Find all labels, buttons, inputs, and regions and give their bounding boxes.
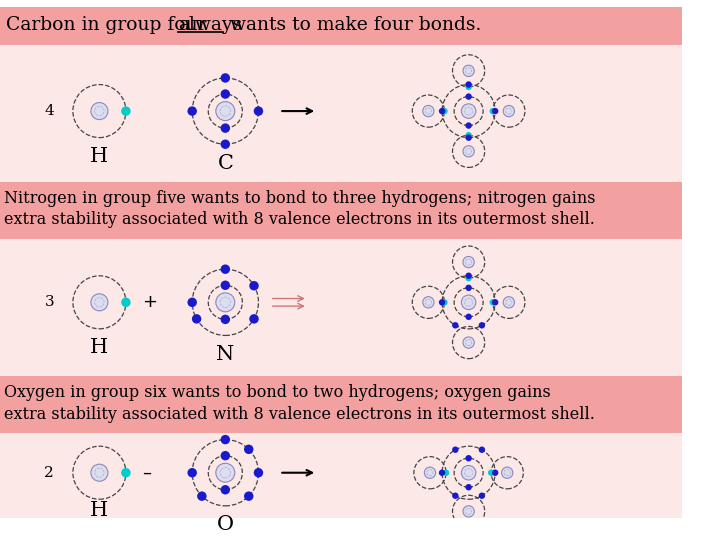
Circle shape [439, 469, 445, 476]
Circle shape [441, 108, 448, 114]
Circle shape [463, 337, 474, 348]
Text: extra stability associated with 8 valence electrons in its outermost shell.: extra stability associated with 8 valenc… [4, 212, 595, 228]
Circle shape [220, 139, 230, 149]
Circle shape [463, 256, 474, 268]
Text: Carbon in group four: Carbon in group four [6, 16, 212, 34]
Text: always: always [178, 16, 242, 34]
Circle shape [187, 106, 197, 116]
Circle shape [490, 108, 496, 114]
Circle shape [492, 299, 498, 306]
Circle shape [465, 123, 472, 129]
Circle shape [216, 293, 235, 312]
Circle shape [465, 93, 472, 100]
Circle shape [192, 314, 202, 323]
Circle shape [465, 484, 472, 490]
Circle shape [216, 463, 235, 482]
Text: C: C [217, 154, 233, 173]
Circle shape [220, 485, 230, 495]
Circle shape [249, 314, 258, 323]
Circle shape [479, 447, 485, 453]
Circle shape [463, 506, 474, 517]
Circle shape [463, 65, 474, 77]
Text: H: H [90, 338, 109, 357]
Circle shape [220, 265, 230, 274]
Circle shape [492, 108, 498, 114]
Circle shape [465, 84, 472, 90]
Text: H: H [90, 501, 109, 520]
Circle shape [465, 285, 472, 291]
Circle shape [121, 298, 130, 307]
Bar [0, 239, 682, 376]
Circle shape [465, 275, 472, 281]
Circle shape [253, 106, 264, 116]
Bar [0, 376, 682, 433]
Circle shape [249, 281, 258, 291]
Circle shape [220, 124, 230, 133]
Circle shape [91, 464, 108, 481]
Circle shape [462, 465, 476, 480]
Circle shape [503, 296, 515, 308]
Circle shape [91, 294, 108, 311]
Circle shape [462, 295, 476, 309]
Circle shape [121, 106, 130, 116]
Bar [0, 433, 682, 518]
Circle shape [465, 134, 472, 141]
Text: wants to make four bonds.: wants to make four bonds. [225, 16, 482, 34]
Circle shape [424, 467, 436, 478]
Text: +: + [142, 293, 157, 312]
Circle shape [465, 132, 472, 138]
Bar [0, 182, 682, 239]
Circle shape [197, 491, 207, 501]
Circle shape [479, 322, 485, 328]
Circle shape [488, 469, 495, 476]
Circle shape [465, 455, 472, 462]
Circle shape [465, 273, 472, 279]
Circle shape [503, 105, 515, 117]
Circle shape [439, 108, 445, 114]
Circle shape [244, 491, 253, 501]
Text: O: O [217, 515, 234, 534]
Circle shape [463, 146, 474, 157]
Circle shape [220, 89, 230, 99]
Text: 4: 4 [45, 104, 54, 118]
Circle shape [423, 105, 434, 117]
Circle shape [187, 298, 197, 307]
Circle shape [465, 314, 472, 320]
Circle shape [443, 469, 449, 476]
Text: N: N [216, 345, 235, 364]
Circle shape [220, 451, 230, 461]
Text: Oxygen in group six wants to bond to two hydrogens; oxygen gains: Oxygen in group six wants to bond to two… [4, 384, 551, 401]
Bar [0, 7, 682, 45]
Circle shape [462, 104, 476, 118]
Text: H: H [90, 147, 109, 166]
Circle shape [479, 492, 485, 499]
Circle shape [253, 468, 264, 477]
Circle shape [220, 281, 230, 290]
Circle shape [121, 468, 130, 477]
Circle shape [216, 102, 235, 120]
Circle shape [220, 435, 230, 444]
Circle shape [492, 469, 498, 476]
Circle shape [452, 322, 459, 328]
Text: 3: 3 [45, 295, 54, 309]
Circle shape [244, 444, 253, 454]
Circle shape [423, 296, 434, 308]
Circle shape [220, 73, 230, 83]
Text: 2: 2 [45, 465, 54, 480]
Text: extra stability associated with 8 valence electrons in its outermost shell.: extra stability associated with 8 valenc… [4, 406, 595, 422]
Circle shape [452, 447, 459, 453]
Circle shape [187, 468, 197, 477]
Text: Nitrogen in group five wants to bond to three hydrogens; nitrogen gains: Nitrogen in group five wants to bond to … [4, 190, 595, 207]
Circle shape [465, 82, 472, 87]
Circle shape [502, 467, 513, 478]
Circle shape [452, 492, 459, 499]
Circle shape [441, 299, 448, 306]
Circle shape [220, 315, 230, 324]
Bar [0, 45, 682, 182]
Circle shape [439, 299, 445, 306]
Circle shape [490, 299, 496, 306]
Text: –: – [143, 464, 151, 482]
Circle shape [91, 103, 108, 119]
